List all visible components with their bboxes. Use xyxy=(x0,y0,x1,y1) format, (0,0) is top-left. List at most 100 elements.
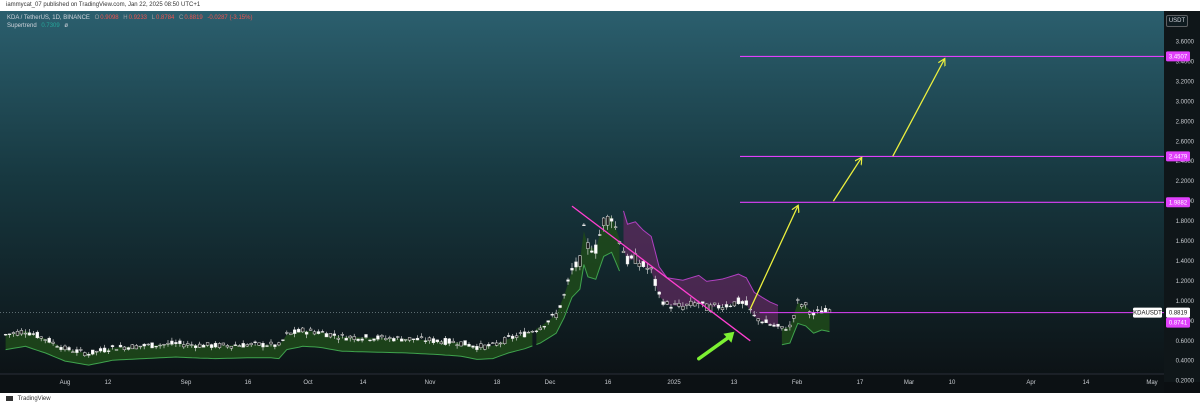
candle-body xyxy=(815,309,820,311)
candle xyxy=(732,301,737,307)
candle xyxy=(308,326,313,331)
currency-button[interactable]: USDT xyxy=(1166,15,1188,27)
level-price-tag-2 xyxy=(1166,197,1190,208)
candle xyxy=(301,327,305,333)
candle-body xyxy=(479,343,483,348)
candle-body xyxy=(463,340,467,346)
candle xyxy=(503,336,507,345)
candle-body xyxy=(514,335,519,338)
candle-body xyxy=(403,339,408,341)
indicator-legend[interactable]: Supertrend 0.7309 ø xyxy=(7,23,71,29)
candle xyxy=(122,346,127,352)
candle-body xyxy=(312,331,317,335)
symbol-tag-text: KDAUSDT xyxy=(1133,311,1162,317)
candle xyxy=(669,304,673,312)
candle xyxy=(804,301,808,309)
candle xyxy=(590,245,594,254)
candle-body xyxy=(661,301,665,305)
y-tick-label: 0.6000 xyxy=(1176,339,1195,345)
candle-body xyxy=(689,300,693,306)
x-tick-label: Mar xyxy=(904,380,914,386)
y-tick-label: 1.6000 xyxy=(1176,239,1195,245)
candle-body xyxy=(419,336,424,339)
candle-body xyxy=(340,334,344,336)
candle-body xyxy=(277,342,281,346)
candle-body xyxy=(198,343,202,348)
candle-body xyxy=(677,303,681,307)
candle-body xyxy=(142,343,146,347)
candle xyxy=(328,333,333,339)
x-tick-label: May xyxy=(1146,380,1157,386)
candle-body xyxy=(744,300,748,306)
candle-body xyxy=(435,339,439,343)
candle xyxy=(154,345,158,350)
candle xyxy=(776,323,780,329)
candle xyxy=(609,215,614,229)
candle-body xyxy=(225,345,230,348)
candle-body xyxy=(392,338,396,342)
candle-body xyxy=(606,216,610,226)
level-price-tag-1 xyxy=(1166,151,1190,162)
candle xyxy=(459,341,463,347)
candle xyxy=(312,329,317,336)
candle-body xyxy=(598,234,602,236)
candle-body xyxy=(138,345,142,348)
candle-body xyxy=(11,332,16,334)
supertrend-tag-text: 0.8741 xyxy=(1169,321,1188,327)
x-tick-label: 16 xyxy=(605,380,612,386)
candle xyxy=(245,343,249,347)
candle xyxy=(419,333,424,339)
candle-body xyxy=(130,344,134,350)
candle xyxy=(510,334,515,342)
candle-body xyxy=(201,344,206,348)
close-label: C xyxy=(179,15,184,21)
candle xyxy=(297,327,301,333)
candle xyxy=(67,346,71,352)
candle-body xyxy=(150,342,154,349)
candle xyxy=(712,302,717,307)
candle xyxy=(388,335,392,342)
candle xyxy=(407,337,412,343)
candle xyxy=(637,259,641,271)
level-price-text-2: 1.9882 xyxy=(1169,200,1188,206)
x-tick-label: 13 xyxy=(731,380,738,386)
candle xyxy=(546,320,550,325)
candle xyxy=(130,344,134,350)
y-tick-label: 3.4000 xyxy=(1176,60,1195,66)
candle xyxy=(217,342,222,350)
candle-body xyxy=(35,331,39,339)
candle-body xyxy=(118,344,123,348)
candle xyxy=(356,338,360,342)
candle xyxy=(241,340,245,348)
candle xyxy=(257,342,261,346)
candle xyxy=(653,275,657,291)
candle xyxy=(190,341,194,348)
candle xyxy=(71,349,75,353)
candle xyxy=(594,239,598,259)
y-tick-label: 1.8000 xyxy=(1176,219,1195,225)
candle xyxy=(554,309,558,320)
candle-body xyxy=(740,301,744,304)
candle-body xyxy=(439,341,443,345)
candle xyxy=(253,340,257,346)
candle xyxy=(768,323,772,326)
candle-body xyxy=(83,352,87,356)
candle-body xyxy=(27,332,32,336)
candle xyxy=(324,331,329,338)
candle xyxy=(229,346,234,351)
candle-body xyxy=(15,331,20,336)
candle xyxy=(784,326,788,331)
x-tick-label: Oct xyxy=(303,380,313,386)
close-value: 0.8819 xyxy=(184,15,203,21)
candle-body xyxy=(87,354,91,356)
level-price-text-1: 2.4479 xyxy=(1169,154,1188,160)
candle-body xyxy=(792,315,796,319)
candle xyxy=(681,302,685,311)
candle xyxy=(15,329,20,337)
x-tick-label: Feb xyxy=(792,380,803,386)
candle-body xyxy=(376,335,380,340)
candle xyxy=(47,336,51,344)
candle xyxy=(142,343,146,350)
candle xyxy=(550,312,554,318)
